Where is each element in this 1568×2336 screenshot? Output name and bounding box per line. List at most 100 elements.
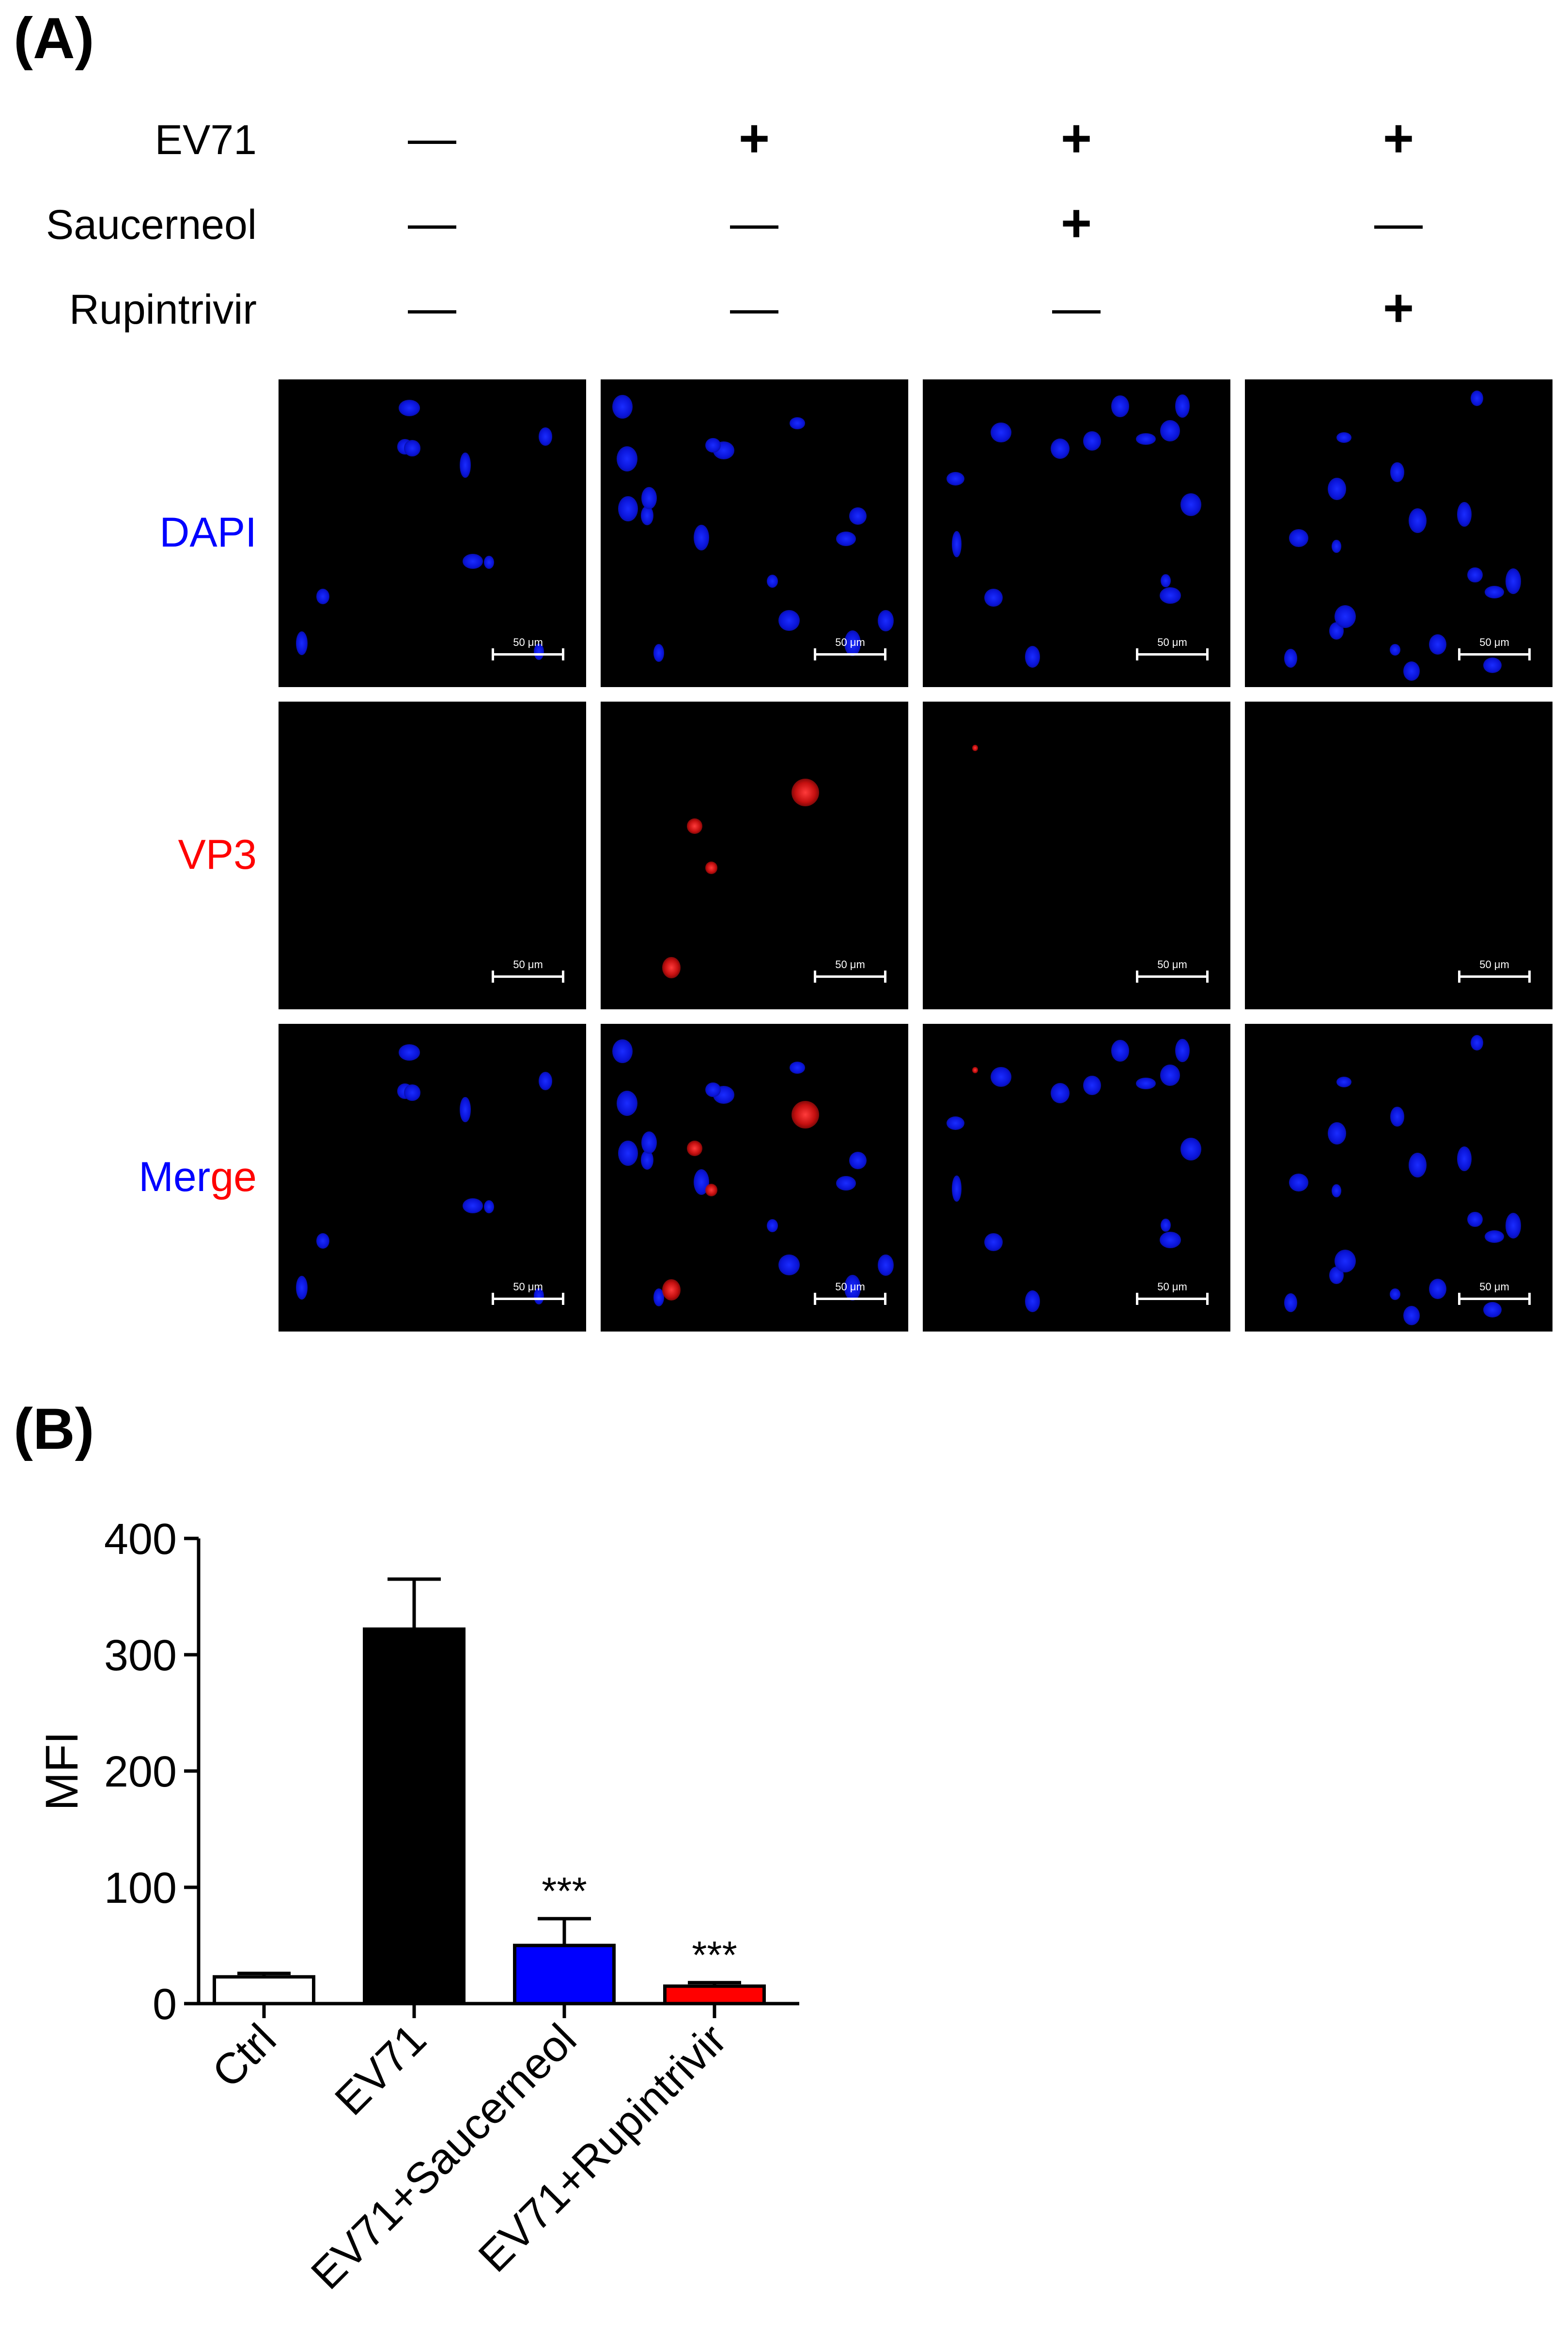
nucleus bbox=[836, 532, 856, 547]
sign-saucerneol-col2: — bbox=[730, 196, 778, 250]
nucleus bbox=[534, 643, 544, 660]
vp3-signal bbox=[972, 744, 978, 751]
y-axis-label: MFI bbox=[36, 1731, 88, 1811]
nucleus bbox=[1505, 568, 1521, 594]
vp3-signal bbox=[662, 957, 681, 979]
nucleus bbox=[404, 1084, 420, 1101]
scale-bar-label: 50 μm bbox=[513, 636, 543, 648]
nucleus bbox=[947, 1116, 965, 1130]
nucleus bbox=[538, 427, 553, 446]
nucleus bbox=[844, 1274, 861, 1301]
nucleus bbox=[460, 1097, 471, 1122]
nucleus bbox=[484, 1200, 495, 1214]
nucleus bbox=[849, 1151, 867, 1170]
nucleus bbox=[766, 1219, 778, 1233]
scale-bar bbox=[1136, 971, 1209, 983]
nucleus bbox=[1025, 1290, 1040, 1312]
scale-bar bbox=[492, 648, 564, 660]
micrograph-vp3-ev71-saucerneol: 50 μm bbox=[923, 702, 1230, 1009]
nucleus bbox=[1160, 587, 1181, 604]
nucleus bbox=[844, 630, 861, 656]
sign-ev71-col1: — bbox=[408, 111, 456, 165]
nucleus bbox=[1328, 1122, 1347, 1144]
nucleus bbox=[460, 452, 471, 478]
nucleus bbox=[1336, 1076, 1351, 1087]
scale-bar-label: 50 μm bbox=[1157, 636, 1187, 648]
micrograph-merge-ev71-rupintrivir: 50 μm bbox=[1245, 1024, 1552, 1332]
nucleus bbox=[790, 417, 805, 430]
scale-bar bbox=[1458, 971, 1531, 983]
nucleus bbox=[618, 496, 638, 522]
scale-bar bbox=[1136, 648, 1209, 660]
nucleus bbox=[316, 1233, 329, 1249]
scale-bar bbox=[492, 1293, 564, 1305]
treatment-label-rupintrivir: Rupintrivir bbox=[69, 286, 257, 333]
vp3-signal bbox=[686, 818, 702, 834]
nucleus bbox=[1111, 395, 1129, 417]
nucleus bbox=[534, 1287, 544, 1305]
nucleus bbox=[1457, 502, 1472, 527]
treatment-label-ev71: EV71 bbox=[155, 117, 257, 163]
nucleus bbox=[404, 440, 420, 456]
nucleus bbox=[1389, 643, 1400, 656]
x-tick-label: EV71+Saucerneol bbox=[302, 2015, 586, 2299]
nucleus bbox=[1403, 661, 1420, 681]
sign-rupintrivir-col4: + bbox=[1382, 278, 1414, 338]
vp3-signal bbox=[791, 778, 819, 806]
nucleus bbox=[462, 554, 483, 569]
nucleus bbox=[991, 422, 1011, 442]
nucleus bbox=[1467, 567, 1483, 583]
y-tick-label: 300 bbox=[104, 1631, 177, 1680]
nucleus bbox=[705, 1082, 721, 1097]
significance-marker: *** bbox=[692, 1933, 737, 1976]
micrograph-vp3-ev71: 50 μm bbox=[601, 702, 908, 1009]
nucleus bbox=[1175, 1039, 1190, 1063]
micrograph-dapi-ctrl: 50 μm bbox=[279, 379, 586, 687]
vp3-signal bbox=[686, 1141, 702, 1157]
scale-bar bbox=[1458, 648, 1531, 660]
scale-bar-label: 50 μm bbox=[1157, 958, 1187, 971]
nucleus bbox=[1284, 648, 1298, 668]
nucleus bbox=[1389, 1288, 1400, 1301]
nucleus bbox=[1484, 585, 1505, 598]
nucleus bbox=[1289, 529, 1309, 548]
micrograph-merge-ev71: 50 μm bbox=[601, 1024, 908, 1332]
nucleus bbox=[641, 486, 657, 510]
nucleus bbox=[612, 1039, 633, 1064]
nucleus bbox=[849, 507, 867, 525]
nucleus bbox=[947, 471, 965, 486]
micrograph-dapi-ev71-rupintrivir: 50 μm bbox=[1245, 379, 1552, 687]
sign-ev71-col4: + bbox=[1382, 109, 1414, 168]
nucleus bbox=[398, 400, 420, 416]
nucleus bbox=[1328, 477, 1347, 500]
scale-bar-label: 50 μm bbox=[513, 958, 543, 971]
nucleus bbox=[1160, 420, 1180, 441]
nucleus bbox=[1136, 1077, 1156, 1089]
scale-bar bbox=[492, 971, 564, 983]
nucleus bbox=[836, 1176, 856, 1191]
stain-label-vp3: VP3 bbox=[178, 831, 257, 878]
nucleus bbox=[1025, 645, 1040, 668]
nucleus bbox=[295, 631, 308, 655]
nucleus bbox=[952, 531, 962, 557]
nucleus bbox=[1409, 1153, 1427, 1177]
nucleus bbox=[1390, 1107, 1404, 1127]
y-tick-label: 400 bbox=[104, 1515, 177, 1564]
nucleus bbox=[641, 506, 654, 526]
nucleus bbox=[1390, 462, 1404, 482]
nucleus bbox=[1336, 432, 1351, 443]
nucleus bbox=[1457, 1146, 1472, 1172]
bar-ev71-saucerneol bbox=[513, 1944, 616, 2006]
x-tick-label: EV71 bbox=[326, 2015, 435, 2124]
nucleus bbox=[1334, 605, 1356, 628]
nucleus bbox=[778, 1254, 800, 1275]
nucleus bbox=[1284, 1293, 1298, 1313]
nucleus bbox=[991, 1066, 1011, 1087]
nucleus bbox=[295, 1275, 308, 1300]
stain-label-merge: Merge bbox=[63, 1153, 257, 1201]
scale-bar-label: 50 μm bbox=[1479, 958, 1509, 971]
scale-bar bbox=[814, 648, 886, 660]
significance-marker: *** bbox=[542, 1869, 587, 1913]
vp3-signal bbox=[705, 1184, 718, 1196]
nucleus bbox=[1160, 1232, 1181, 1249]
